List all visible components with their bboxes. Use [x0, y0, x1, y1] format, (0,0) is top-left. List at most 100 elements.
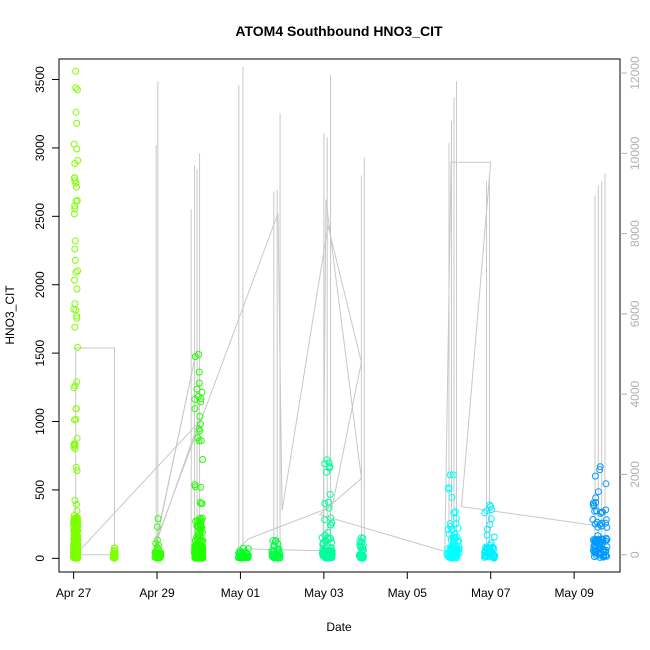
- data-point: [72, 67, 80, 75]
- y-axis-label: HNO3_CIT: [3, 285, 17, 345]
- data-point: [191, 483, 199, 491]
- data-point: [592, 499, 600, 506]
- data-point: [191, 405, 199, 413]
- primary-series-points: [70, 67, 611, 562]
- data-point: [447, 522, 455, 530]
- data-point: [73, 86, 81, 94]
- data-point: [73, 183, 80, 191]
- series-3: [191, 351, 207, 562]
- data-point: [193, 385, 201, 393]
- data-point: [591, 553, 598, 561]
- data-point: [153, 523, 161, 531]
- data-point: [72, 415, 80, 423]
- series-1: [109, 544, 119, 562]
- data-point: [489, 553, 497, 561]
- data-point: [321, 516, 329, 524]
- data-point: [450, 509, 458, 517]
- data-point: [235, 553, 243, 561]
- data-point: [197, 437, 205, 445]
- y2-tick-label: 0: [628, 551, 642, 558]
- data-point: [71, 529, 79, 537]
- data-point: [240, 544, 248, 552]
- data-point: [448, 493, 456, 501]
- data-point: [71, 382, 79, 390]
- data-point: [590, 502, 598, 510]
- data-point: [603, 543, 611, 551]
- data-point: [272, 537, 280, 544]
- data-point: [70, 532, 78, 540]
- data-point: [449, 471, 457, 479]
- data-point: [489, 543, 497, 551]
- data-point: [152, 554, 160, 562]
- data-point: [71, 276, 78, 284]
- data-point: [591, 507, 599, 515]
- data-point: [70, 210, 78, 218]
- x-axis: Apr 27 Apr 29 May 01 May 03 May 05 May 07 May …: [56, 571, 594, 600]
- data-point: [325, 464, 333, 472]
- data-point: [70, 384, 78, 392]
- data-point: [191, 542, 199, 550]
- data-point: [602, 546, 610, 554]
- data-point: [447, 536, 455, 544]
- data-point: [602, 480, 610, 488]
- data-point: [71, 174, 78, 182]
- secondary-series-lines: [74, 67, 606, 556]
- data-point: [243, 550, 250, 557]
- data-point: [73, 541, 81, 549]
- data-point: [73, 119, 81, 127]
- y2-tick-label: 12000: [628, 56, 642, 90]
- data-point: [110, 553, 118, 561]
- data-point: [327, 551, 335, 559]
- data-point: [196, 412, 204, 420]
- data-point: [197, 545, 205, 553]
- data-point: [454, 524, 462, 532]
- data-point: [449, 536, 457, 544]
- data-point: [490, 533, 498, 541]
- data-point: [452, 520, 460, 528]
- data-point: [488, 506, 495, 514]
- y-tick-label: 2500: [33, 203, 47, 230]
- secondary-path-line: [74, 161, 604, 556]
- y-tick-label: 0: [33, 555, 47, 562]
- data-point: [71, 237, 79, 245]
- series-2: [151, 515, 165, 562]
- data-point: [482, 543, 490, 551]
- data-point: [602, 516, 610, 524]
- data-point: [599, 508, 606, 516]
- data-point: [196, 549, 203, 557]
- y-axis-right: 0 2000 4000 6000 8000 10000 12000: [620, 56, 642, 558]
- data-point: [603, 536, 611, 544]
- data-point: [195, 351, 203, 358]
- x-tick-label: Apr 27: [56, 586, 92, 600]
- data-point: [74, 343, 81, 351]
- data-point: [597, 509, 605, 517]
- plot-frame: [58, 58, 621, 573]
- data-point: [71, 548, 79, 556]
- data-point: [110, 544, 118, 552]
- data-point: [594, 523, 602, 531]
- data-point: [274, 548, 282, 556]
- series-6: [318, 456, 336, 562]
- data-point: [195, 368, 203, 376]
- data-point: [195, 379, 203, 387]
- data-point: [481, 509, 489, 517]
- data-point: [71, 205, 79, 213]
- series-9: [481, 501, 499, 562]
- data-point: [71, 323, 79, 331]
- x-axis-label: Date: [326, 620, 352, 634]
- data-point: [73, 197, 81, 204]
- series-0: [70, 67, 82, 562]
- data-point: [73, 507, 81, 515]
- y-tick-label: 2000: [33, 271, 47, 298]
- data-point: [154, 515, 162, 523]
- data-point: [71, 245, 79, 253]
- data-point: [599, 536, 607, 544]
- x-tick-label: May 07: [471, 586, 511, 600]
- data-point: [195, 541, 203, 549]
- series-8: [443, 471, 463, 562]
- data-point: [71, 160, 79, 167]
- x-tick-label: May 03: [304, 586, 344, 600]
- data-point: [321, 460, 329, 468]
- y-tick-label: 3500: [33, 66, 47, 93]
- chart-title: ATOM4 Southbound HNO3_CIT: [235, 23, 443, 39]
